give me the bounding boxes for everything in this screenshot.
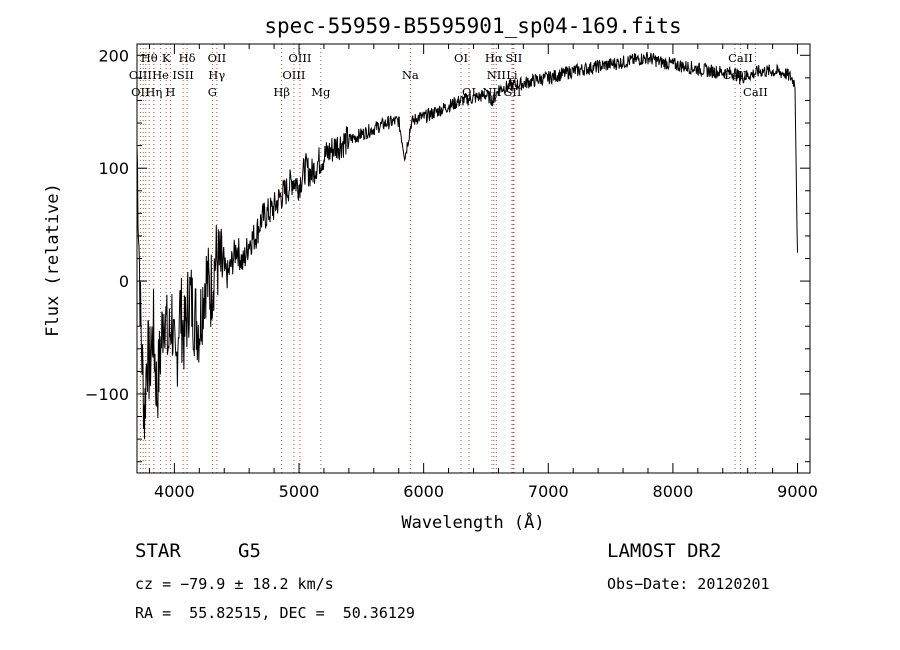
line-label: Li — [506, 68, 518, 82]
line-label: CaII — [743, 85, 768, 99]
x-tick-label: 4000 — [154, 482, 195, 501]
line-label: SII — [505, 51, 522, 65]
line-label: OII — [208, 51, 227, 65]
y-tick-label: 100 — [98, 159, 129, 178]
line-label: CaII — [728, 51, 753, 65]
line-label: Na — [402, 68, 419, 82]
x-tick-label: 7000 — [528, 482, 569, 501]
y-tick-label: −100 — [85, 385, 129, 404]
y-tick-label: 200 — [98, 46, 129, 65]
line-label: Hβ — [273, 85, 290, 99]
object-subclass: G5 — [238, 540, 261, 562]
line-label: NII — [487, 68, 506, 82]
line-label: OI — [454, 51, 468, 65]
line-label: H — [165, 85, 175, 99]
object-class: STAR — [135, 540, 181, 562]
x-tick-label: 5000 — [279, 482, 320, 501]
survey-name: LAMOST DR2 — [607, 540, 722, 562]
y-axis-title: Flux (relative) — [43, 183, 63, 337]
line-label: ISII — [172, 68, 194, 82]
line-label: Mg — [311, 85, 331, 99]
line-label: He — [152, 68, 169, 82]
line-label: Hη — [145, 85, 162, 99]
axis-ticks: 4000 5000 6000 7000 8000 9000 −100 0 100 200 — [85, 44, 818, 501]
spectrum-series-line — [136, 51, 798, 440]
line-label: Hθ — [141, 51, 158, 65]
line-label: OIII — [282, 68, 305, 82]
x-tick-label: 8000 — [653, 482, 694, 501]
line-label: K — [162, 51, 171, 65]
sky-coordinates: RA = 55.82515, DEC = 50.36129 — [135, 604, 415, 622]
line-label: Hγ — [208, 68, 225, 82]
redshift-velocity: cz = −79.9 ± 18.2 km/s — [135, 575, 334, 593]
chart-title: spec-55959-B5595901_sp04-169.fits — [264, 14, 681, 38]
x-axis-title: Wavelength (Å) — [401, 511, 544, 533]
y-tick-label: 0 — [119, 272, 129, 291]
line-label: OII — [131, 85, 150, 99]
line-label: Hα — [485, 51, 503, 65]
x-tick-label: 9000 — [777, 482, 818, 501]
line-label: OIII — [129, 68, 152, 82]
line-label: Hδ — [179, 51, 196, 65]
line-label: OIII — [288, 51, 311, 65]
line-label: G — [208, 85, 217, 99]
x-tick-label: 6000 — [403, 482, 444, 501]
observation-date: Obs−Date: 20120201 — [607, 575, 770, 593]
